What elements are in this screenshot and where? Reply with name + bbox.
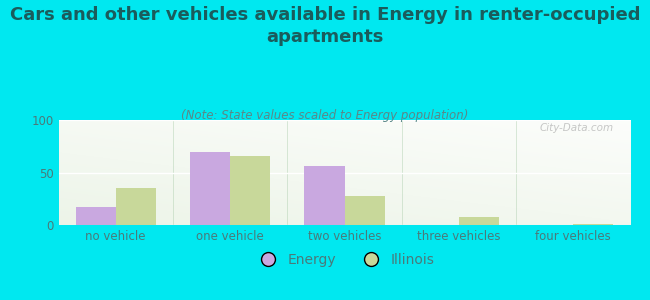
Legend: Energy, Illinois: Energy, Illinois — [249, 248, 440, 273]
Text: (Note: State values scaled to Energy population): (Note: State values scaled to Energy pop… — [181, 110, 469, 122]
Bar — [116, 188, 156, 225]
Bar — [344, 196, 385, 225]
Bar — [75, 207, 116, 225]
Bar — [573, 224, 614, 225]
Bar — [190, 152, 230, 225]
Text: City-Data.com: City-Data.com — [540, 123, 614, 133]
Text: Cars and other vehicles available in Energy in renter-occupied
apartments: Cars and other vehicles available in Ene… — [10, 6, 640, 46]
Bar — [230, 156, 270, 225]
Bar — [459, 217, 499, 225]
Bar — [304, 166, 345, 225]
